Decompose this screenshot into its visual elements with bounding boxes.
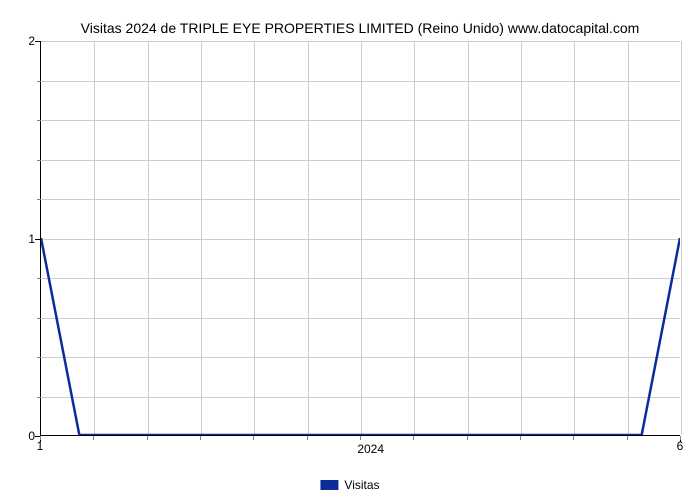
- y-tick-label: 2: [28, 34, 35, 48]
- legend-swatch: [320, 480, 338, 490]
- plot-area: 012 16 2024: [40, 41, 680, 436]
- line-chart: Visitas 2024 de TRIPLE EYE PROPERTIES LI…: [40, 20, 680, 440]
- chart-title: Visitas 2024 de TRIPLE EYE PROPERTIES LI…: [40, 20, 680, 36]
- chart-legend: Visitas: [320, 478, 379, 492]
- y-axis: 012: [15, 41, 35, 436]
- y-tick-label: 0: [28, 429, 35, 443]
- grid-area: [40, 41, 680, 436]
- y-tick-label: 1: [28, 232, 35, 246]
- legend-label: Visitas: [344, 478, 379, 492]
- x-axis-center-label: 2024: [357, 442, 384, 456]
